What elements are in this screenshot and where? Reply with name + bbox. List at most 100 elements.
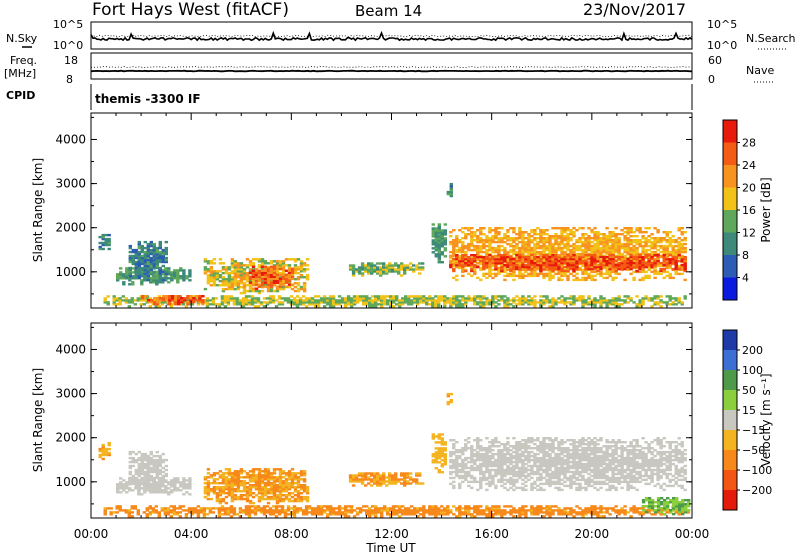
velocity-cell [269,484,274,487]
power-cell [377,299,381,302]
power-cell [611,303,615,306]
power-cell [230,270,235,273]
power-cell [373,270,377,273]
power-cell [578,240,582,244]
power-cell [629,240,633,244]
velocity-cell [512,482,516,486]
power-cell [140,244,144,248]
velocity-cell [281,480,286,483]
power-cell [494,240,498,244]
power-cell [464,254,468,257]
power-cell [572,295,576,298]
power-cell [620,267,624,271]
power-cell [500,227,504,230]
velocity-cell [263,486,268,489]
power-cell [238,301,243,304]
power-cell [158,272,162,276]
power-cell [572,231,576,234]
velocity-cell [409,482,413,485]
velocity-cell [128,489,132,492]
power-cell [224,282,229,285]
power-cell [177,295,181,298]
velocity-cell [488,470,492,474]
power-cell [254,287,259,290]
velocity-cell [479,476,483,480]
velocity-cell [242,476,247,479]
power-cell [134,254,138,258]
velocity-cell [143,458,147,462]
power-cell [500,269,504,273]
velocity-cell [173,487,177,490]
power-cell [557,254,561,257]
power-cell [449,256,453,260]
power-cell [449,231,453,234]
velocity-cell [146,470,150,474]
velocity-cell [233,474,238,477]
power-cell [295,305,300,308]
velocity-cell [230,490,235,493]
velocity-cell [140,476,144,480]
power-cell [437,231,441,234]
power-cell [521,295,525,298]
velocity-cell [290,480,295,483]
power-cell [665,303,669,306]
power-cell [524,257,528,261]
velocity-cell [149,489,153,492]
power-cell [614,301,618,304]
power-cell [647,259,651,263]
power-cell [521,301,525,304]
velocity-cell [440,449,444,452]
velocity-cell [479,449,483,452]
power-cell [563,239,567,242]
power-cell [189,295,193,298]
power-cell [656,231,660,234]
velocity-cell [403,476,407,479]
power-cell [226,295,231,298]
power-cell [251,268,256,271]
velocity-cell [227,478,232,481]
power-cell [455,303,459,306]
power-cell [392,299,396,302]
power-cell [131,281,135,284]
power-cell [364,268,368,271]
velocity-cell [248,488,253,491]
power-cell [566,274,570,278]
velocity-cell [509,456,513,460]
velocity-cell [485,456,489,460]
power-cell [241,297,246,300]
power-cell [491,255,495,259]
velocity-cell [242,486,247,489]
power-cell [617,261,621,265]
power-cell [683,239,687,242]
power-cell [205,297,210,300]
power-cell [560,242,564,246]
power-cell [260,262,265,265]
power-cell [452,276,456,280]
power-cell [152,246,156,250]
power-cell [370,262,374,265]
power-cell [566,276,570,280]
power-cell [146,250,150,254]
power-cell [328,299,333,302]
power-cell [380,303,384,306]
power-cell [458,261,462,265]
power-cell [247,303,252,306]
velocity-cell [360,476,365,479]
power-cell [257,273,262,276]
power-cell [201,299,205,302]
power-cell [521,303,525,306]
velocity-cell [158,482,162,486]
velocity-cell [485,470,489,474]
power-cell [226,299,231,302]
power-cell [307,301,312,304]
velocity-cell [107,441,111,445]
velocity-cell [503,472,507,476]
power-cell [373,268,377,271]
power-cell [533,255,537,259]
power-cell [515,303,519,306]
power-cell [239,278,244,281]
velocity-cell [143,454,147,458]
power-cell [629,263,633,267]
velocity-cell [230,495,235,499]
power-cell [581,268,585,272]
